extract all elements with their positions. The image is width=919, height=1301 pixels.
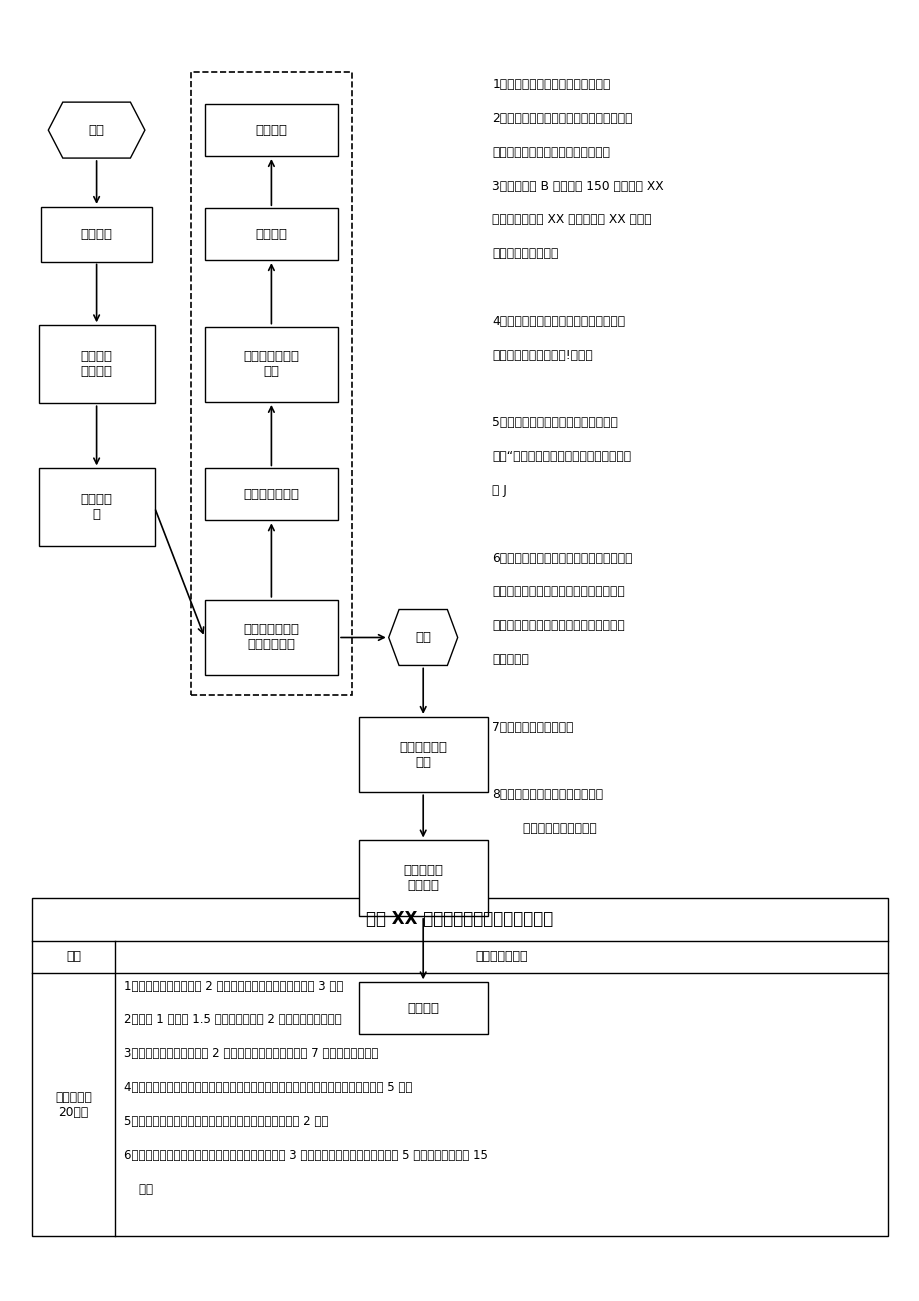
Text: 医务部了解退费
原因: 医务部了解退费 原因	[244, 350, 299, 379]
Text: 6．如病患因某种因素要退费，需由主治医: 6．如病患因某种因素要退费，需由主治医	[492, 552, 632, 565]
Text: 请主治医师签名: 请主治医师签名	[244, 488, 299, 501]
FancyBboxPatch shape	[204, 208, 338, 260]
Polygon shape	[389, 609, 458, 666]
Text: 查 J: 查 J	[492, 484, 506, 497]
Bar	[191, 72, 352, 695]
Text: 5．起立（目视顾客方向）您好！请慢: 5．起立（目视顾客方向）您好！请慢	[492, 416, 618, 429]
Text: 4、无参加科室或医院举行的活动、会议、学习，或不服从科室工作安排的每次手拣 5 分。: 4、无参加科室或医院举行的活动、会议、学习，或不服从科室工作安排的每次手拣 5 …	[124, 1081, 412, 1094]
Text: 再次确认金
额、收据: 再次确认金 额、收据	[403, 864, 443, 892]
Text: 单或收据。: 单或收据。	[492, 653, 528, 666]
Text: 走，“现在由我们的医助带您到相关科室检: 走，“现在由我们的医助带您到相关科室检	[492, 450, 630, 463]
Text: 1．您好！起立，双手接过处方单。: 1．您好！起立，双手接过处方单。	[492, 78, 610, 91]
Text: 3．您好！做 B 超需要缴 150 元，收您 XX: 3．您好！做 B 超需要缴 150 元，收您 XX	[492, 180, 664, 193]
Text: 分。: 分。	[124, 1183, 153, 1196]
Text: 1、迟到、早退每次手拣 2 分；値班、上班不在岗一次手拣 3 分。: 1、迟到、早退每次手拣 2 分；値班、上班不在岗一次手拣 3 分。	[124, 980, 343, 993]
Text: 师签名写清楚退费原因，并由医务部了解: 师签名写清楚退费原因，并由医务部了解	[492, 585, 624, 598]
Polygon shape	[48, 103, 145, 159]
Text: 印收费收据并盖章。: 印收费收据并盖章。	[492, 247, 558, 260]
Text: 退还费用: 退还费用	[255, 124, 287, 137]
Text: 4．正确处理顾客收费后，您好这是您收: 4．正确处理顾客收费后，您好这是您收	[492, 315, 625, 328]
Text: 3、超出正常假每一天手拣 2 分；事假、病假当月累计达 7 天不予参加考核。: 3、超出正常假每一天手拣 2 分；事假、病假当月累计达 7 天不予参加考核。	[124, 1047, 378, 1060]
Text: 考核内容和标准: 考核内容和标准	[474, 951, 528, 963]
Text: 项目: 项目	[66, 951, 81, 963]
Text: 2．您好！请坐，看清楚缴费的项目，双手: 2．您好！请坐，看清楚缴费的项目，双手	[492, 112, 632, 125]
FancyBboxPatch shape	[41, 207, 152, 262]
FancyBboxPatch shape	[204, 327, 338, 402]
FancyBboxPatch shape	[358, 840, 487, 916]
Text: 元，您共消费了 XX 元，应找您 XX 元。打: 元，您共消费了 XX 元，应找您 XX 元。打	[492, 213, 652, 226]
Text: 迎宾用语: 迎宾用语	[81, 228, 112, 241]
FancyBboxPatch shape	[358, 982, 487, 1034]
FancyBboxPatch shape	[358, 717, 487, 792]
Bar	[32, 898, 887, 1236]
FancyBboxPatch shape	[204, 600, 338, 675]
Text: 5、仪表端庄、服装整洁、佩戴胸卡上班，违反一次手拣 2 分。: 5、仪表端庄、服装整洁、佩戴胸卡上班，违反一次手拣 2 分。	[124, 1115, 328, 1128]
Text: 7．再次确认金额、收据: 7．再次确认金额、收据	[492, 721, 573, 734]
Text: 正确处理顾客挂
号或收费问题: 正确处理顾客挂 号或收费问题	[244, 623, 299, 652]
Text: 领导签名: 领导签名	[255, 228, 287, 241]
Text: 请慢走，并指引方向。: 请慢走，并指引方向。	[492, 822, 596, 835]
Text: 退费原因，领导签名，双手奉还顾客挂号: 退费原因，领导签名，双手奉还顾客挂号	[492, 619, 624, 632]
Text: 8．起立（目视顾客方向）您好！: 8．起立（目视顾客方向）您好！	[492, 788, 603, 801]
FancyBboxPatch shape	[204, 468, 338, 520]
Text: 医院 XX 年绩效考核标准（收费部分）: 医院 XX 年绩效考核标准（收费部分）	[366, 911, 553, 928]
Text: 接受顾客
交代事项: 接受顾客 交代事项	[81, 350, 112, 379]
Text: 6、节约水电、纸张等物品，发现一次违反行为手拣 3 分。办公设备保管不当一次手拣 5 分，造成损坏手拣 15: 6、节约水电、纸张等物品，发现一次违反行为手拣 3 分。办公设备保管不当一次手拣…	[124, 1149, 488, 1162]
Text: 劳动纪律（
20分）: 劳动纪律（ 20分）	[55, 1090, 92, 1119]
FancyBboxPatch shape	[204, 104, 338, 156]
FancyBboxPatch shape	[39, 325, 154, 403]
Text: 送客用语: 送客用语	[407, 1002, 438, 1015]
Text: 接过顾客递过来的錢，并道声谢谢。: 接过顾客递过来的錢，并道声谢谢。	[492, 146, 609, 159]
Text: 起立: 起立	[88, 124, 105, 137]
Text: 与顾客交
谈: 与顾客交 谈	[81, 493, 112, 522]
Text: 据，请收好找您的零錢!谢谢。: 据，请收好找您的零錢!谢谢。	[492, 349, 593, 362]
Text: 起立: 起立	[414, 631, 431, 644]
Text: 双手奉还顾客
收据: 双手奉还顾客 收据	[399, 740, 447, 769]
Text: 2、调假 1 次手拣 1.5 分，第二次手拣 2 分。（手拣当事人）: 2、调假 1 次手拣 1.5 分，第二次手拣 2 分。（手拣当事人）	[124, 1013, 342, 1026]
FancyBboxPatch shape	[39, 468, 154, 546]
